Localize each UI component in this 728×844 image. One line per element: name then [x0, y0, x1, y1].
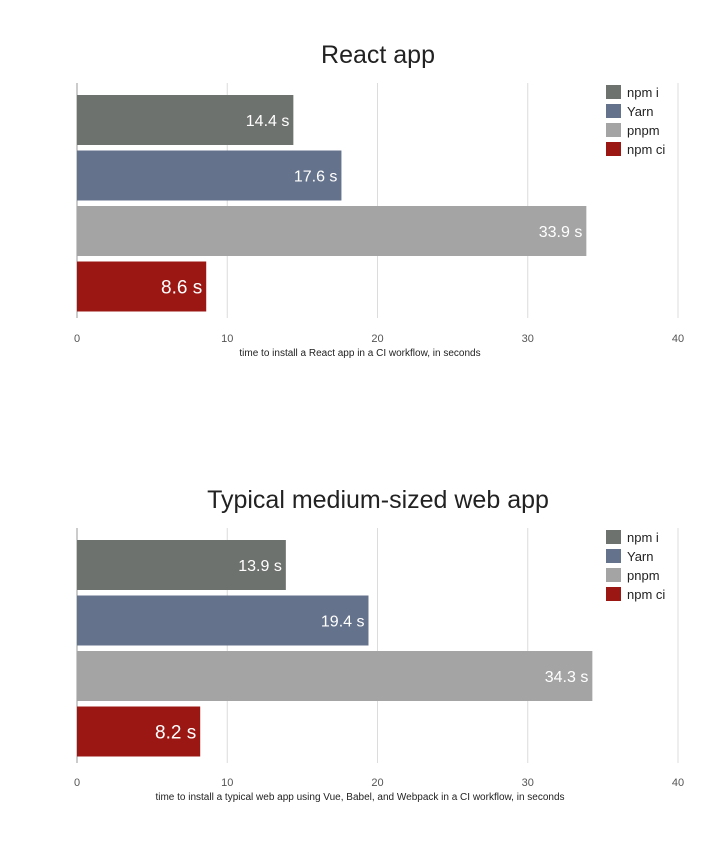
chart-title: React app — [321, 41, 435, 69]
legend-label: npm i — [627, 85, 659, 100]
chart-title: Typical medium-sized web app — [207, 486, 549, 514]
legend-swatch — [606, 104, 621, 118]
x-tick-label: 20 — [371, 333, 383, 345]
legend-swatch — [606, 587, 621, 601]
x-tick-label: 30 — [522, 777, 534, 789]
x-tick-label: 0 — [74, 333, 80, 345]
data-label: 19.4 s — [321, 614, 365, 631]
data-label: 8.2 s — [155, 723, 196, 744]
legend-label: npm i — [627, 530, 659, 545]
legend-swatch — [606, 142, 621, 156]
x-tick-label: 0 — [74, 777, 80, 789]
bar-pnpm — [77, 206, 587, 256]
x-tick-label: 20 — [371, 777, 383, 789]
legend-label: pnpm — [627, 123, 660, 138]
bar-pnpm — [77, 651, 593, 701]
legend-swatch — [606, 123, 621, 137]
legend-swatch — [606, 568, 621, 582]
legend-label: npm ci — [627, 587, 665, 602]
bar-npm-i — [77, 540, 286, 590]
x-axis-label: time to install a React app in a CI work… — [239, 348, 480, 359]
react-app-chart-svg: React app 0 10 20 30 40 14.4 s 17.6 s 33.9 s 8.6 … — [74, 41, 684, 359]
data-label: 14.4 s — [246, 113, 290, 130]
legend-label: pnpm — [627, 568, 660, 583]
bar-npm-ci — [77, 261, 207, 312]
legend-swatch — [606, 85, 621, 99]
x-tick-label: 10 — [221, 777, 233, 789]
bar-yarn — [77, 595, 369, 646]
bar-yarn — [77, 150, 342, 201]
legend-label: Yarn — [627, 549, 654, 564]
data-label: 8.6 s — [161, 278, 202, 299]
x-tick-label: 10 — [221, 333, 233, 345]
data-label: 13.9 s — [238, 558, 282, 575]
legend-swatch — [606, 530, 621, 544]
web-app-chart: Typical medium-sized web app 0 10 20 30 40 13.… — [0, 445, 728, 844]
legend-swatch — [606, 549, 621, 563]
data-label: 33.9 s — [539, 224, 583, 241]
data-label: 17.6 s — [294, 169, 338, 186]
x-tick-label: 40 — [672, 333, 684, 345]
legend-label: npm ci — [627, 142, 665, 157]
legend-label: Yarn — [627, 104, 654, 119]
x-axis-label: time to install a typical web app using … — [155, 792, 564, 803]
x-tick-label: 40 — [672, 777, 684, 789]
bar-npm-ci — [77, 706, 201, 757]
x-tick-label: 30 — [522, 333, 534, 345]
bar-npm-i — [77, 95, 294, 145]
react-app-chart: React app 0 10 20 30 40 14.4 s 17.6 s 33.9 s 8.6 … — [0, 0, 728, 420]
web-app-chart-svg: Typical medium-sized web app 0 10 20 30 40 13.… — [74, 486, 684, 803]
data-label: 34.3 s — [545, 669, 589, 686]
